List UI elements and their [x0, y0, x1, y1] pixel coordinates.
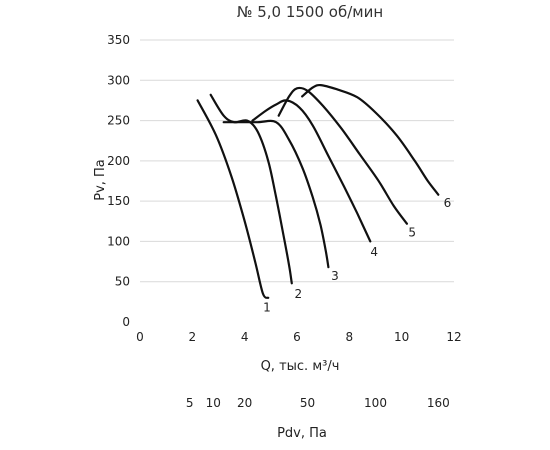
- curve-label-5: 5: [408, 226, 416, 240]
- x-tick-label: 8: [346, 330, 354, 344]
- curve-series-5: [277, 86, 408, 225]
- x-tick-label: 2: [189, 330, 197, 344]
- curve-series-1: [196, 99, 270, 299]
- curve-label-3: 3: [331, 269, 339, 283]
- curve-label-6: 6: [444, 196, 452, 210]
- pdv-axis-label: Pdv, Па: [277, 426, 327, 441]
- chart-title: № 5,0 1500 об/мин: [237, 3, 383, 21]
- x-tick-label: 0: [136, 330, 144, 344]
- curve-series-4: [251, 99, 372, 243]
- y-tick-label: 350: [107, 33, 130, 47]
- x-tick-label: 12: [446, 330, 461, 344]
- y-tick-label: 300: [107, 73, 130, 87]
- pdv-tick-label: 10: [206, 396, 221, 410]
- grid-lines: [140, 39, 454, 283]
- pdv-tick-label: 50: [300, 396, 315, 410]
- y-tick-label: 0: [122, 315, 130, 329]
- curve-label-4: 4: [370, 245, 378, 259]
- pdv-tick-label: 20: [237, 396, 252, 410]
- x-axis-label: Q, тыс. м³/ч: [261, 359, 340, 374]
- curve-series-3: [222, 119, 330, 269]
- y-tick-label: 200: [107, 154, 130, 168]
- pdv-tick-label: 5: [186, 396, 194, 410]
- pdv-tick-label: 100: [364, 396, 387, 410]
- pdv-tick-labels: 5 10 20 50 100 160: [186, 396, 450, 410]
- x-tick-label: 6: [293, 330, 301, 344]
- x-tick-labels: 0 2 4 6 8 10 12: [136, 330, 461, 344]
- y-axis-label: Pv, Па: [93, 159, 108, 201]
- curve-labels: 1 2 3 4 5 6: [263, 196, 451, 315]
- series-curves: [196, 83, 440, 299]
- y-tick-label: 50: [115, 275, 130, 289]
- curve-label-2: 2: [294, 287, 302, 301]
- y-tick-label: 100: [107, 234, 130, 248]
- curve-series-2: [209, 93, 293, 285]
- x-tick-label: 4: [241, 330, 249, 344]
- y-tick-labels: 0 50 100 150 200 250 300 350: [107, 33, 130, 329]
- curve-label-1: 1: [263, 301, 271, 315]
- y-tick-label: 150: [107, 194, 130, 208]
- pdv-tick-label: 160: [427, 396, 450, 410]
- y-tick-label: 250: [107, 114, 130, 128]
- curve-series-6: [301, 83, 440, 196]
- x-tick-label: 10: [394, 330, 409, 344]
